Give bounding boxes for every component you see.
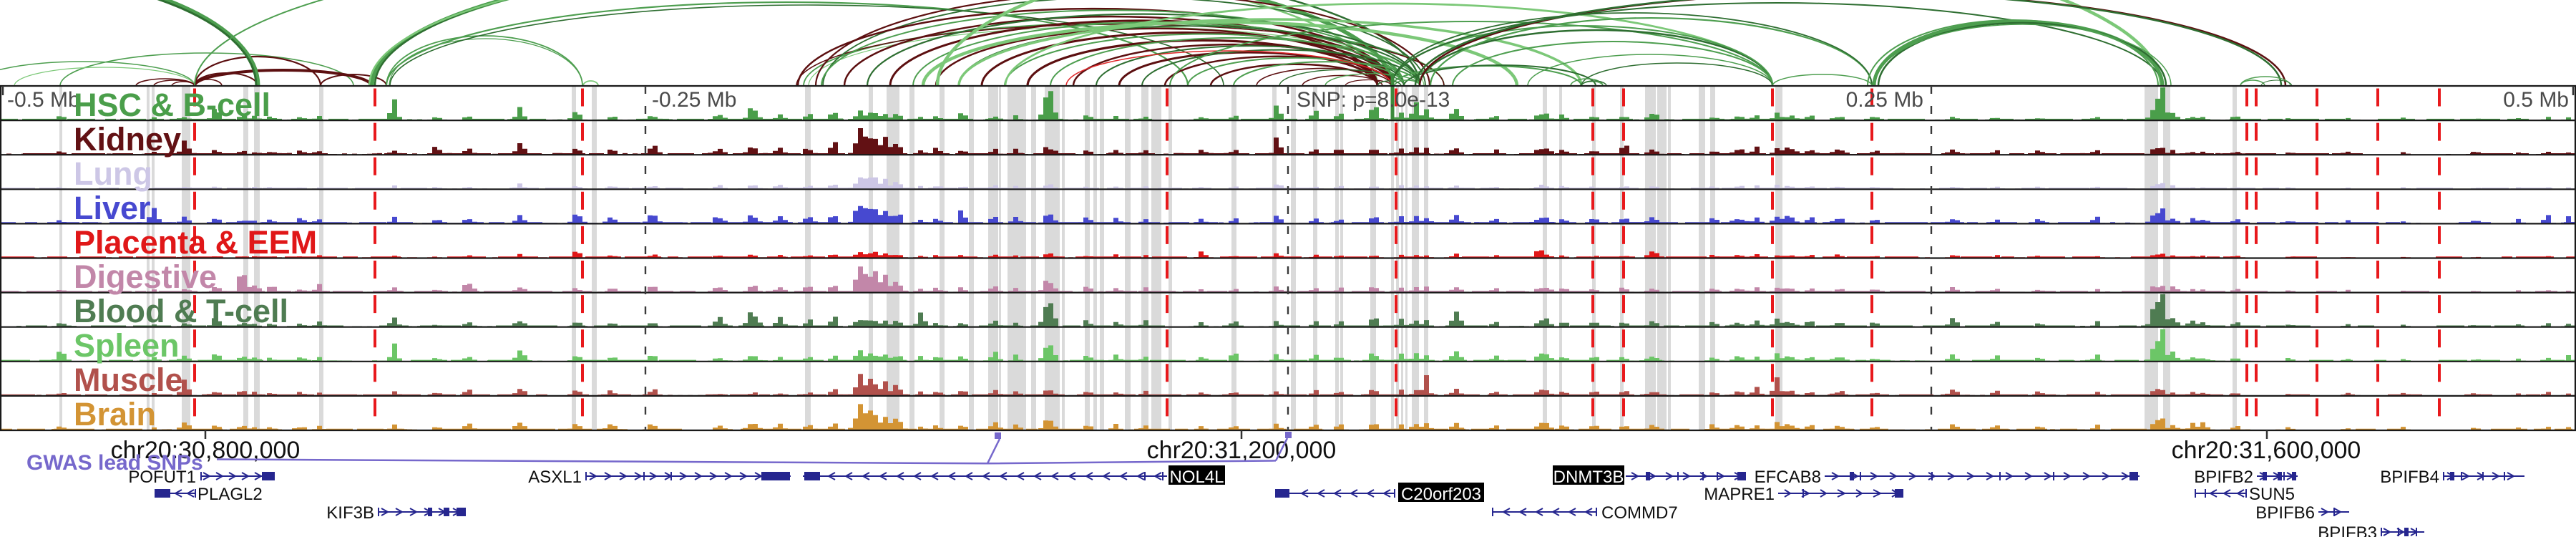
svg-text:chr20:31,600,000: chr20:31,600,000 [2172, 437, 2361, 464]
svg-text:SNP: p=8.0e-13: SNP: p=8.0e-13 [1297, 88, 1450, 112]
svg-text:SUN5: SUN5 [2249, 485, 2295, 504]
svg-text:Placenta & EEM: Placenta & EEM [74, 224, 317, 261]
svg-text:chr20:31,200,000: chr20:31,200,000 [1147, 437, 1337, 464]
svg-text:Spleen: Spleen [74, 327, 180, 364]
svg-text:BPIFB6: BPIFB6 [2255, 503, 2315, 523]
svg-text:PLAGL2: PLAGL2 [197, 485, 263, 504]
svg-text:POFUT1: POFUT1 [128, 468, 196, 487]
svg-text:Liver: Liver [74, 190, 151, 226]
svg-text:-0.5 Mb: -0.5 Mb [7, 88, 80, 112]
svg-text:BPIFB4: BPIFB4 [2380, 468, 2439, 487]
svg-text:HSC & B-cell: HSC & B-cell [74, 87, 270, 123]
svg-text:0.5 Mb: 0.5 Mb [2503, 88, 2569, 112]
svg-text:ASXL1: ASXL1 [528, 468, 582, 487]
svg-text:MAPRE1: MAPRE1 [1704, 485, 1775, 504]
svg-text:Digestive: Digestive [74, 258, 217, 295]
svg-text:BPIFB2: BPIFB2 [2194, 468, 2253, 487]
svg-text:DNMT3B: DNMT3B [1553, 468, 1624, 487]
svg-text:NOL4L: NOL4L [1169, 468, 1224, 487]
svg-text:BPIFB3: BPIFB3 [2318, 523, 2377, 537]
svg-text:Brain: Brain [74, 396, 156, 432]
svg-text:Muscle: Muscle [74, 362, 183, 398]
svg-text:Lung: Lung [74, 155, 152, 192]
svg-text:0.25 Mb: 0.25 Mb [1846, 88, 1923, 112]
svg-text:Blood & T-cell: Blood & T-cell [74, 293, 288, 329]
svg-text:-0.25 Mb: -0.25 Mb [652, 88, 736, 112]
svg-text:GWAS lead SNPs: GWAS lead SNPs [26, 451, 203, 475]
svg-text:KIF3B: KIF3B [326, 503, 374, 523]
svg-text:EFCAB8: EFCAB8 [1755, 468, 1821, 487]
svg-text:Kidney: Kidney [74, 121, 181, 158]
svg-text:COMMD7: COMMD7 [1601, 503, 1678, 523]
svg-text:C20orf203: C20orf203 [1401, 485, 1481, 504]
